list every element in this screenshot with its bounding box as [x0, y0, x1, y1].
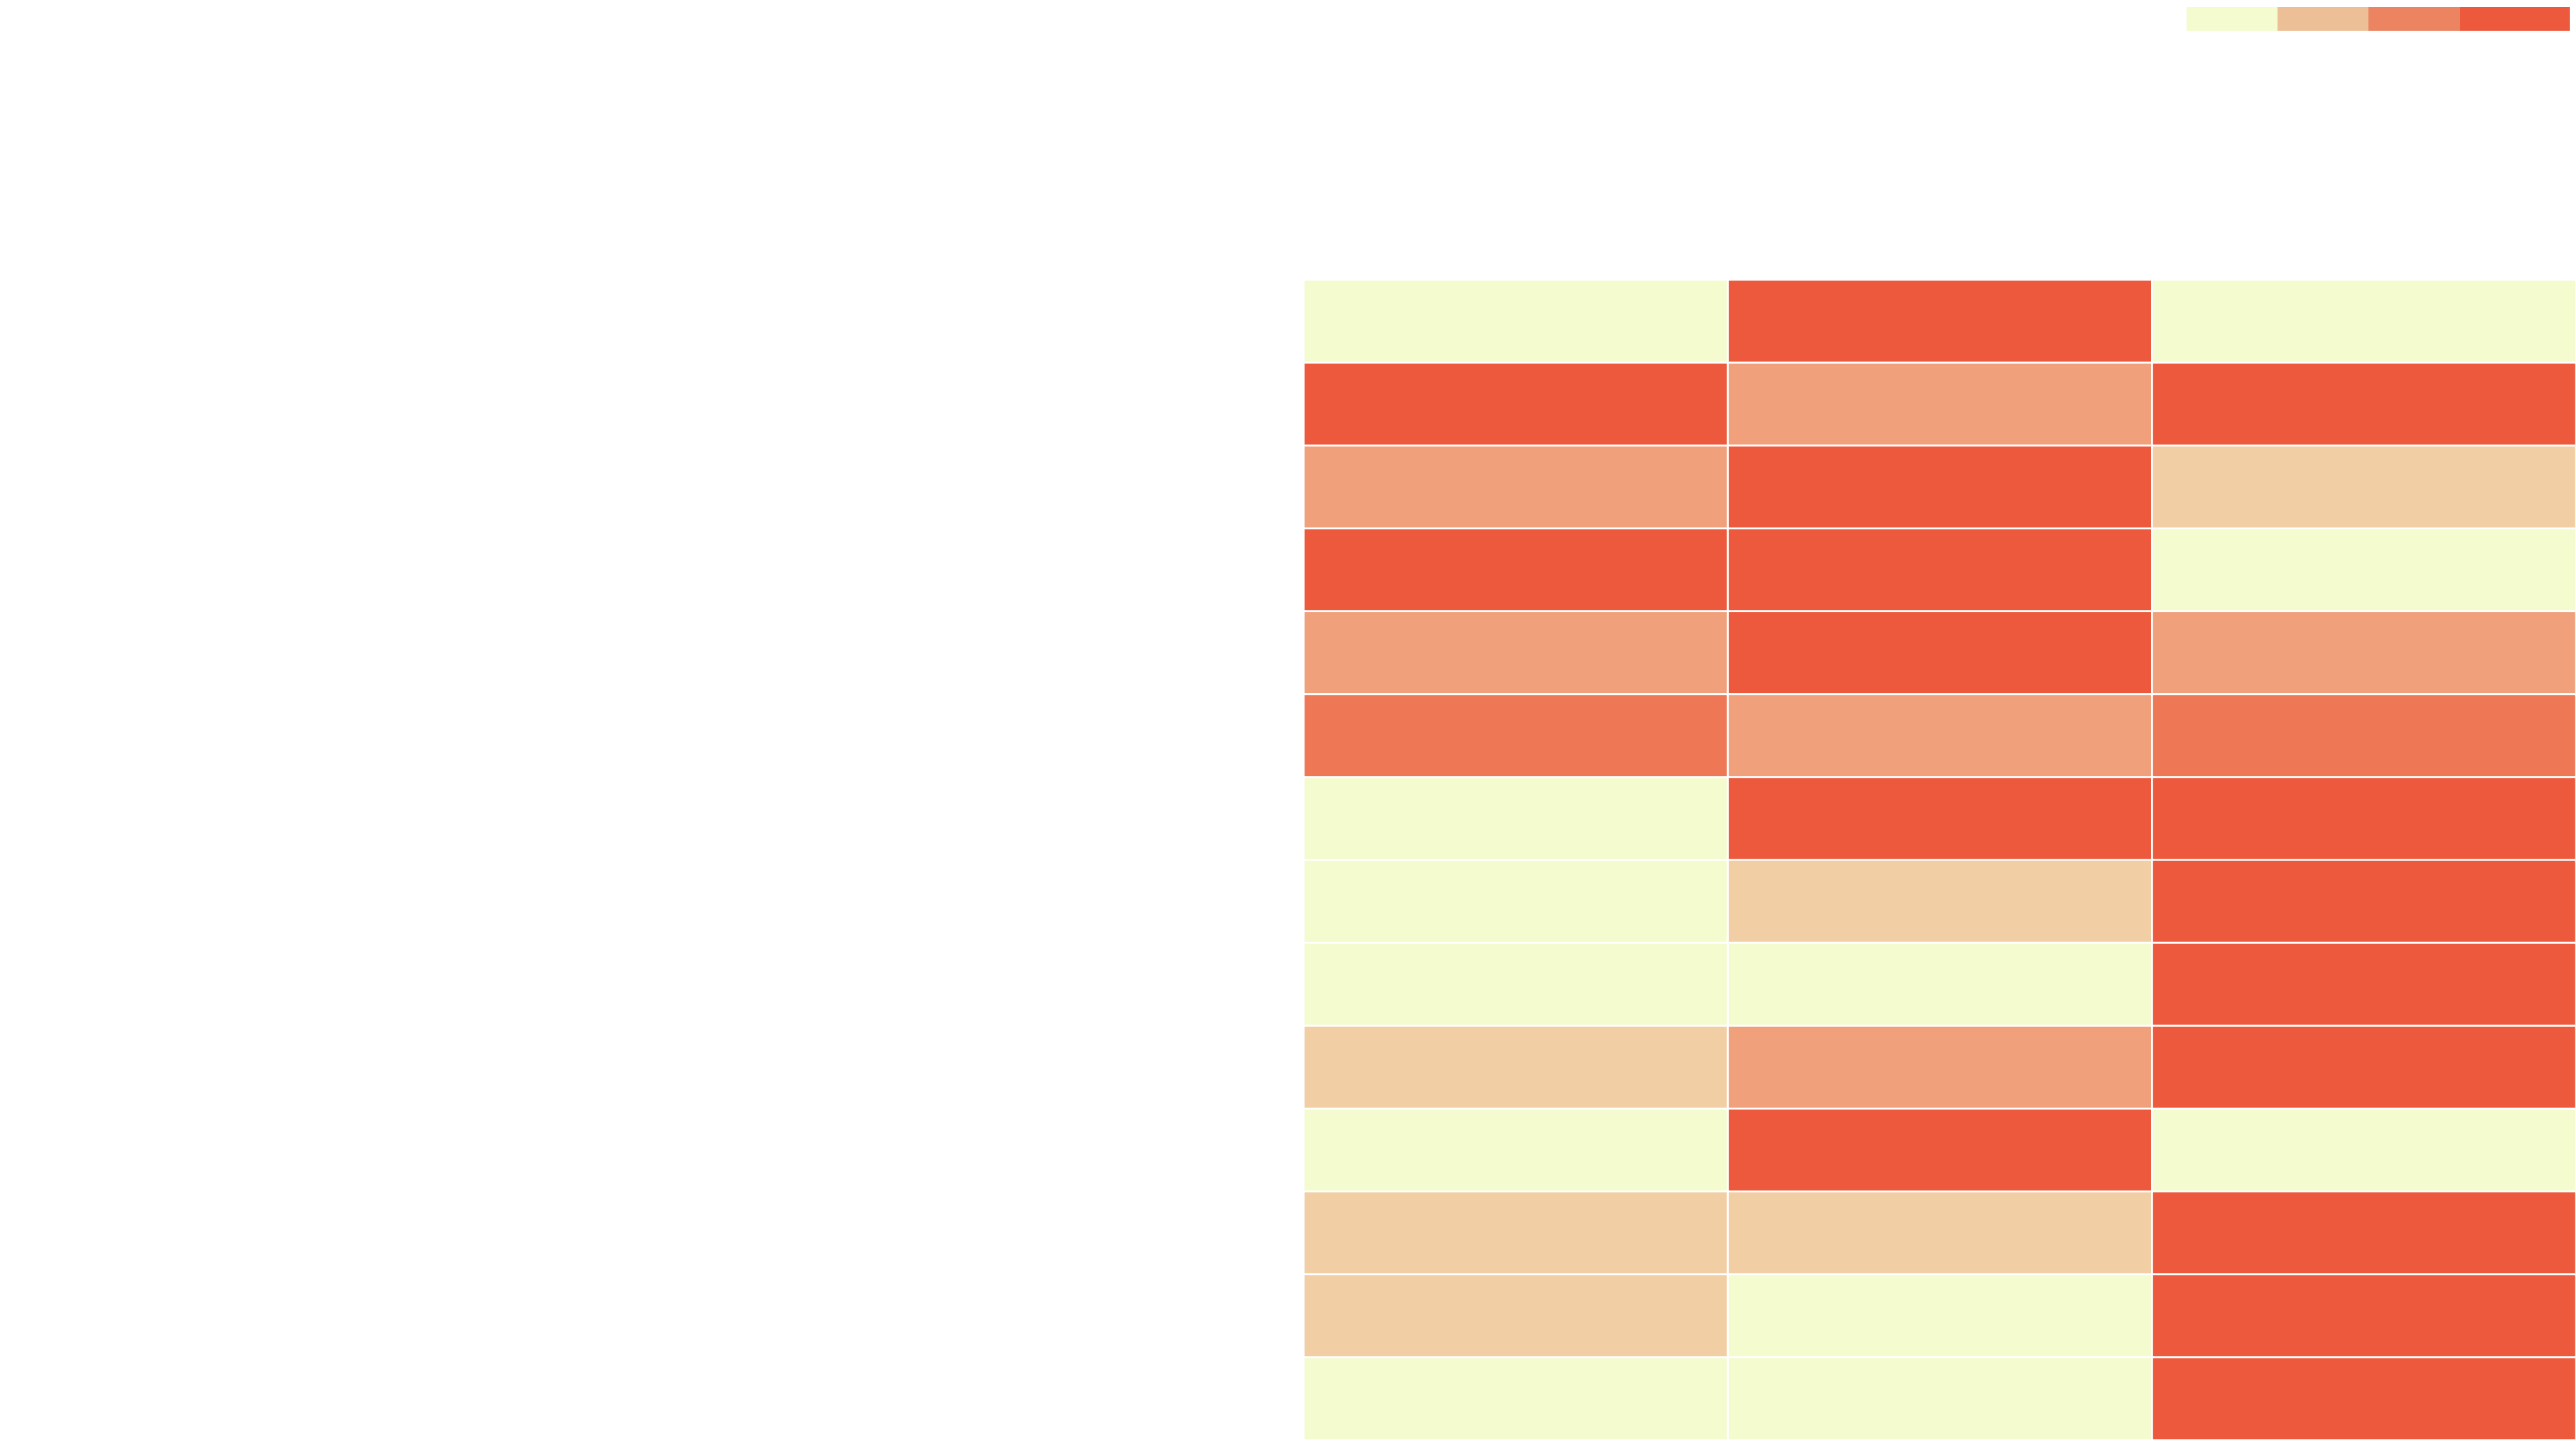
heatmap-cell-r9-c1: [1302, 941, 1729, 1027]
heatmap-cell-r4-c3: [2151, 527, 2576, 613]
heatmap-cell-r2-c2: [1726, 361, 2153, 447]
heatmap-cell-r9-c2: [1726, 941, 2153, 1027]
heatmap-cell-r4-c1: [1302, 527, 1729, 613]
heatmap-cell-r1-c2: [1726, 278, 2153, 364]
heatmap-cell-r5-c3: [2151, 610, 2576, 696]
heatmap-cell-r13-c3: [2151, 1273, 2576, 1359]
legend-swatch-3: [2368, 7, 2460, 31]
heatmap-cell-r2-c1: [1302, 361, 1729, 447]
legend-swatch-4: [2460, 7, 2570, 31]
heatmap-cell-r2-c3: [2151, 361, 2576, 447]
heatmap-cell-r8-c1: [1302, 859, 1729, 944]
heatmap-cell-r11-c2: [1726, 1107, 2153, 1193]
heatmap-cell-r8-c3: [2151, 859, 2576, 944]
heatmap-cell-r7-c3: [2151, 776, 2576, 861]
heatmap-cell-r1-c1: [1302, 278, 1729, 364]
heatmap-cell-r10-c1: [1302, 1024, 1729, 1110]
heatmap-cell-r14-c2: [1726, 1356, 2153, 1441]
heatmap-cell-r3-c3: [2151, 444, 2576, 529]
color-legend: [2187, 7, 2570, 31]
heatmap-cell-r1-c3: [2151, 278, 2576, 364]
heatmap-cell-r12-c1: [1302, 1190, 1729, 1276]
legend-swatch-2: [2278, 7, 2368, 31]
heatmap-cell-r5-c1: [1302, 610, 1729, 696]
heatmap-cell-r10-c3: [2151, 1024, 2576, 1110]
heatmap-cell-r10-c2: [1726, 1024, 2153, 1110]
heatmap-cell-r13-c2: [1726, 1273, 2153, 1359]
heatmap-cell-r9-c3: [2151, 941, 2576, 1027]
heatmap-cell-r6-c3: [2151, 693, 2576, 778]
heatmap-cell-r5-c2: [1726, 610, 2153, 696]
heatmap-cell-r14-c1: [1302, 1356, 1729, 1441]
heatmap-cell-r3-c2: [1726, 444, 2153, 529]
heatmap-cell-r4-c2: [1726, 527, 2153, 613]
legend-swatch-1: [2187, 7, 2278, 31]
heatmap-cells: [1302, 278, 2576, 1441]
heatmap-cell-r12-c3: [2151, 1190, 2576, 1276]
heatmap-cell-r14-c3: [2151, 1356, 2576, 1441]
heatmap-cell-r3-c1: [1302, 444, 1729, 529]
heatmap-cell-r11-c1: [1302, 1107, 1729, 1193]
heatmap-cell-r12-c2: [1726, 1190, 2153, 1276]
heatmap-cell-r6-c1: [1302, 693, 1729, 778]
heatmap-cell-r13-c1: [1302, 1273, 1729, 1359]
heatmap-cell-r7-c1: [1302, 776, 1729, 861]
heatmap-cell-r11-c3: [2151, 1107, 2576, 1193]
heatmap-cell-r8-c2: [1726, 859, 2153, 944]
heatmap-cell-r6-c2: [1726, 693, 2153, 778]
heatmap-cell-r7-c2: [1726, 776, 2153, 861]
